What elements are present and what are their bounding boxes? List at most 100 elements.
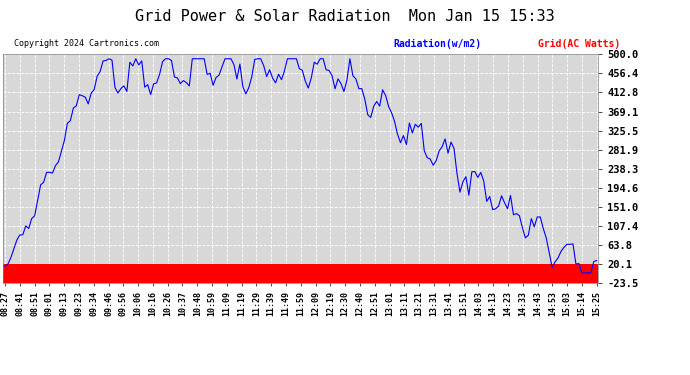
Bar [527,264,530,283]
Bar [571,264,575,283]
Bar [286,264,289,283]
Bar [324,264,328,283]
Bar [539,264,542,283]
Bar [387,264,390,283]
Bar [444,264,446,283]
Bar [63,264,66,283]
Bar [331,264,333,283]
Bar [197,264,199,283]
Bar [566,264,569,283]
Bar [140,264,144,283]
Bar [372,264,375,283]
Bar [226,264,230,283]
Bar [384,264,387,283]
Bar [27,264,30,283]
Bar [30,264,33,283]
Bar [230,264,233,283]
Bar [128,264,131,283]
Bar [105,264,108,283]
Text: Copyright 2024 Cartronics.com: Copyright 2024 Cartronics.com [14,39,159,48]
Bar [194,264,197,283]
Bar [446,264,450,283]
Bar [569,264,571,283]
Bar [215,264,217,283]
Bar [453,264,455,283]
Bar [137,264,140,283]
Bar [497,264,500,283]
Bar [417,264,420,283]
Bar [199,264,203,283]
Bar [126,264,128,283]
Bar [122,264,126,283]
Bar [589,264,592,283]
Bar [342,264,346,283]
Bar [390,264,393,283]
Bar [435,264,437,283]
Bar [87,264,90,283]
Bar [113,264,117,283]
Bar [455,264,458,283]
Bar [191,264,194,283]
Bar [247,264,250,283]
Bar [553,264,557,283]
Bar [72,264,75,283]
Bar [164,264,167,283]
Bar [298,264,301,283]
Bar [75,264,78,283]
Bar [110,264,113,283]
Bar [408,264,411,283]
Bar [524,264,527,283]
Bar [292,264,295,283]
Bar [235,264,238,283]
Bar [551,264,553,283]
Bar [521,264,524,283]
Bar [206,264,208,283]
Bar [268,264,271,283]
Bar [364,264,366,283]
Bar [509,264,512,283]
Bar [420,264,423,283]
Bar [274,264,277,283]
Bar [381,264,384,283]
Bar [277,264,280,283]
Bar [48,264,51,283]
Bar [518,264,521,283]
Bar [560,264,562,283]
Bar [393,264,396,283]
Bar [176,264,179,283]
Bar [92,264,96,283]
Bar [295,264,298,283]
Bar [119,264,122,283]
Bar [322,264,324,283]
Bar [21,264,24,283]
Text: Grid(AC Watts): Grid(AC Watts) [538,39,620,50]
Bar [396,264,399,283]
Bar [544,264,548,283]
Bar [259,264,262,283]
Bar [253,264,256,283]
Bar [462,264,464,283]
Bar [262,264,265,283]
Bar [108,264,110,283]
Bar [548,264,551,283]
Bar [583,264,586,283]
Bar [494,264,497,283]
Bar [256,264,259,283]
Bar [6,264,10,283]
Bar [131,264,135,283]
Text: Radiation(w/m2): Radiation(w/m2) [393,39,482,50]
Bar [81,264,83,283]
Bar [592,264,595,283]
Bar [265,264,268,283]
Bar [289,264,292,283]
Bar [399,264,402,283]
Bar [467,264,471,283]
Bar [208,264,212,283]
Bar [271,264,274,283]
Bar [155,264,158,283]
Bar [348,264,351,283]
Bar [357,264,360,283]
Bar [471,264,473,283]
Bar [45,264,48,283]
Bar [283,264,286,283]
